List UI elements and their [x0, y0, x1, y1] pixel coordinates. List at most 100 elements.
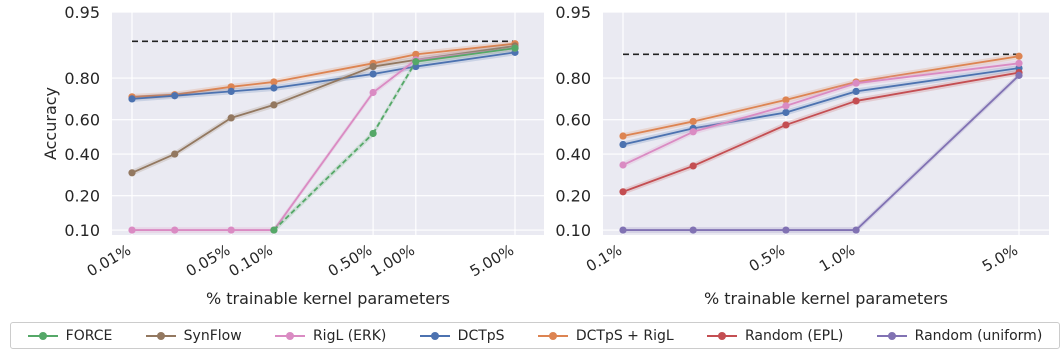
data-point-dctps-rigl	[619, 132, 627, 140]
data-point-synflow	[270, 101, 278, 109]
y-tick-label: 0.10	[64, 221, 100, 240]
y-tick-label: 0.40	[555, 145, 591, 164]
data-point-force	[270, 226, 278, 234]
series-line-rigl-erk	[372, 59, 417, 94]
series-line-dctps	[131, 94, 175, 100]
y-tick-label: 0.95	[555, 3, 591, 22]
legend-item-dctps: DCTpS	[419, 327, 505, 344]
data-point-force	[412, 58, 420, 66]
y-tick-label: 0.40	[64, 145, 100, 164]
series-line-dctps	[693, 111, 787, 130]
legend-item-force: FORCE	[27, 327, 113, 344]
x-tick-label: 1.0%	[816, 241, 858, 276]
x-axis-label: % trainable kernel parameters	[206, 289, 450, 308]
legend-label: FORCE	[65, 327, 113, 344]
series-line-random-epl	[785, 100, 857, 126]
series-line-synflow	[273, 65, 374, 106]
data-point-dctps	[852, 87, 860, 96]
data-point-rigl-erk	[619, 161, 627, 169]
y-tick-label: 0.20	[555, 187, 591, 206]
y-tick-label: 0.60	[555, 111, 591, 130]
data-point-dctps	[171, 92, 179, 100]
series-line-dctps	[231, 87, 274, 93]
legend-label: Random (EPL)	[744, 327, 844, 344]
y-tick-label: 0.10	[555, 221, 591, 240]
series-line-random-uniform	[855, 74, 1020, 231]
series-line-dctps-rigl	[785, 81, 857, 101]
data-point-dctps	[270, 84, 278, 92]
series-line-dctps-rigl	[131, 93, 175, 98]
data-point-rigl-erk	[171, 226, 179, 234]
y-tick-label: 0.60	[64, 111, 100, 130]
series-line-random-epl	[855, 71, 1020, 102]
data-point-dctps-rigl	[689, 117, 697, 126]
legend-swatch	[876, 331, 907, 341]
x-axis-label: % trainable kernel parameters	[704, 289, 948, 308]
series-line-dctps	[785, 90, 857, 114]
data-point-dctps-rigl	[1015, 52, 1023, 60]
data-point-random-uniform	[782, 226, 790, 234]
data-point-rigl-erk	[369, 88, 377, 97]
right-panel: 0.10 0.20 0.40 0.60 0.80 0.95 0.1% 0.5% 1.0% 5.0%…	[555, 3, 1049, 308]
legend-item-random-uniform: Random (uniform)	[876, 327, 1043, 344]
data-point-random-epl	[619, 188, 627, 196]
series-line-synflow	[230, 104, 275, 119]
series-line-rigl-erk	[273, 91, 374, 231]
data-point-dctps-rigl	[782, 96, 790, 104]
x-tick-label: 1.00%	[368, 241, 418, 280]
data-point-force	[511, 44, 519, 52]
legend-label: RigL (ERK)	[312, 327, 387, 344]
data-point-random-epl	[782, 121, 790, 129]
data-point-dctps	[782, 108, 790, 117]
series-line-random-epl	[692, 124, 787, 167]
data-point-rigl-erk	[227, 226, 235, 234]
series-line-force	[372, 61, 417, 134]
data-point-random-uniform	[1015, 71, 1023, 79]
data-point-synflow	[369, 62, 377, 71]
data-point-rigl-erk	[128, 226, 136, 234]
x-tick-label: 5.0%	[979, 241, 1021, 276]
data-point-synflow	[128, 169, 136, 177]
series-line-dctps	[273, 73, 374, 89]
data-point-dctps-rigl	[412, 50, 420, 58]
series-line-dctps-rigl	[622, 120, 694, 137]
series-line-dctps	[855, 67, 1020, 93]
plot-area	[603, 12, 1049, 235]
y-tick-label: 0.80	[64, 69, 100, 88]
series-line-dctps	[622, 127, 694, 146]
data-point-random-epl	[852, 97, 860, 105]
y-tick-label: 0.95	[64, 3, 100, 22]
legend-label: SynFlow	[183, 327, 242, 344]
series-line-synflow	[131, 153, 176, 174]
x-tick-label: 0.01%	[84, 241, 134, 280]
series-line-dctps	[372, 65, 416, 75]
x-tick-label: 0.5%	[746, 241, 788, 276]
legend-swatch	[537, 331, 568, 341]
data-point-rigl-erk	[852, 79, 860, 87]
data-point-synflow	[227, 114, 235, 122]
legend-item-dctps-rigl: DCTpS + RigL	[537, 328, 674, 344]
series-line-dctps-rigl	[273, 62, 374, 83]
y-tick-label: 0.80	[555, 69, 591, 88]
series-line-dctps-rigl	[692, 99, 787, 123]
data-point-dctps	[412, 62, 420, 71]
legend-label: Random (uniform)	[914, 327, 1043, 344]
series-line-dctps-rigl	[372, 53, 416, 65]
series-line-dctps-rigl	[174, 85, 232, 96]
x-tick-label: 0.10%	[226, 241, 276, 280]
series-line-force	[415, 47, 516, 63]
legend-swatch	[145, 331, 176, 341]
legend-label: DCTpS	[457, 327, 505, 344]
series-line-synflow	[372, 58, 416, 68]
series-line-rigl-erk	[692, 105, 787, 133]
series-line-rigl-erk	[785, 82, 857, 107]
series-line-rigl-erk	[622, 130, 694, 166]
data-point-random-uniform	[852, 226, 860, 234]
series-line-dctps-rigl	[855, 55, 1020, 83]
legend-item-random-epl: Random (EPL)	[706, 327, 844, 344]
data-point-force	[369, 129, 377, 138]
data-point-dctps-rigl	[270, 78, 278, 86]
y-axis-label: Accuracy	[41, 87, 60, 160]
x-tick-label: 0.50%	[325, 241, 375, 280]
data-point-random-uniform	[689, 226, 697, 234]
